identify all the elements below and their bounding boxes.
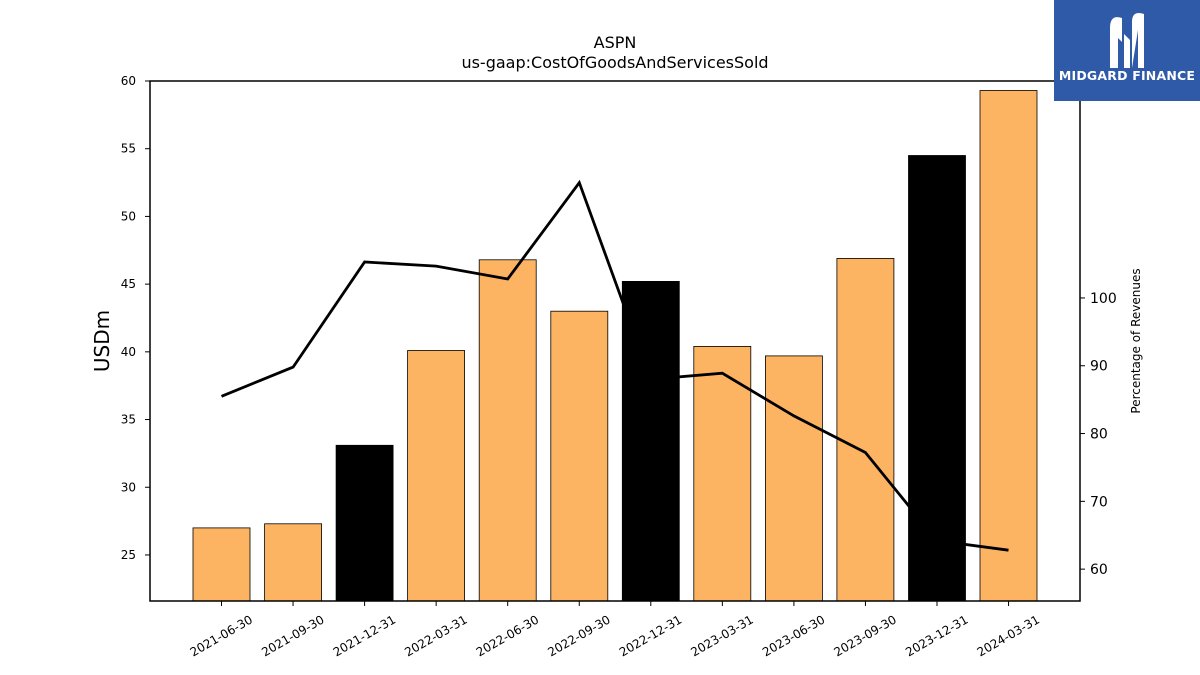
y2-tick-label-90: 90 xyxy=(1090,359,1108,375)
y-tick-label-55: 55 xyxy=(121,142,136,156)
x-tick-label-2022-12-31: 2022-12-31 xyxy=(617,612,684,659)
logo-text: MIDGARD FINANCE xyxy=(1058,68,1196,83)
x-tick-label-2021-12-31: 2021-12-31 xyxy=(331,612,398,659)
x-tick-label-2023-12-31: 2023-12-31 xyxy=(903,612,970,659)
bar-2024-03-31 xyxy=(979,90,1038,602)
y2-tick-label-100: 100 xyxy=(1090,291,1117,307)
y-tick-label-40: 40 xyxy=(121,345,136,359)
bar-2021-06-30 xyxy=(192,527,251,602)
x-tick-label-2022-09-30: 2022-09-30 xyxy=(545,612,612,659)
y2-tick-label-70: 70 xyxy=(1090,494,1108,510)
y-tick-label-45: 45 xyxy=(121,277,136,291)
bar-2021-12-31 xyxy=(335,444,394,602)
bar-2023-03-31 xyxy=(693,345,752,602)
y2-axis-label: Percentage of Revenues xyxy=(1129,268,1143,413)
y-tick-label-25: 25 xyxy=(121,548,136,562)
line-series xyxy=(220,179,1009,552)
x-tick-label-2023-09-30: 2023-09-30 xyxy=(831,612,898,659)
chart-subtitle: us-gaap:CostOfGoodsAndServicesSold xyxy=(461,53,768,72)
chart-title: ASPN xyxy=(594,33,637,52)
y-tick-label-60: 60 xyxy=(121,74,136,88)
y2-tick-label-80: 80 xyxy=(1090,427,1108,443)
bar-2022-09-30 xyxy=(550,310,609,602)
bar-series xyxy=(192,90,1038,602)
bar-2021-09-30 xyxy=(264,523,323,602)
bar-2023-09-30 xyxy=(836,257,895,602)
midgard-logo-icon xyxy=(1110,13,1144,68)
bar-2023-06-30 xyxy=(765,355,823,602)
x-tick-label-2022-03-31: 2022-03-31 xyxy=(402,612,469,659)
bar-2022-03-31 xyxy=(407,350,466,602)
y-axis-label: USDm xyxy=(90,310,114,372)
x-tick-label-2023-03-31: 2023-03-31 xyxy=(688,612,755,659)
y-tick-label-35: 35 xyxy=(121,413,136,427)
x-tick-label-2023-06-30: 2023-06-30 xyxy=(760,612,827,659)
x-tick-label-2021-06-30: 2021-06-30 xyxy=(188,612,255,659)
x-tick-label-2022-06-30: 2022-06-30 xyxy=(474,612,541,659)
y-tick-label-30: 30 xyxy=(121,480,136,494)
bar-2023-12-31 xyxy=(908,155,966,602)
left-axis: 25 30 35 40 45 50 55 60 xyxy=(121,74,150,562)
x-tick-label-2024-03-31: 2024-03-31 xyxy=(975,612,1042,659)
x-tick-label-2021-09-30: 2021-09-30 xyxy=(259,612,326,659)
bar-2022-12-31 xyxy=(621,280,680,602)
right-axis: 60 70 80 90 100 xyxy=(1080,291,1117,578)
bar-2022-06-30 xyxy=(478,259,537,602)
plot-frame xyxy=(149,80,1081,602)
line-percentage-of-revenues xyxy=(220,179,1009,552)
y-tick-label-50: 50 xyxy=(121,209,136,223)
midgard-finance-logo: MIDGARD FINANCE xyxy=(1054,0,1200,101)
y2-tick-label-60: 60 xyxy=(1090,562,1108,578)
x-axis: 2021-06-30 2021-09-30 2021-12-31 2022-03-31… xyxy=(188,601,1042,659)
